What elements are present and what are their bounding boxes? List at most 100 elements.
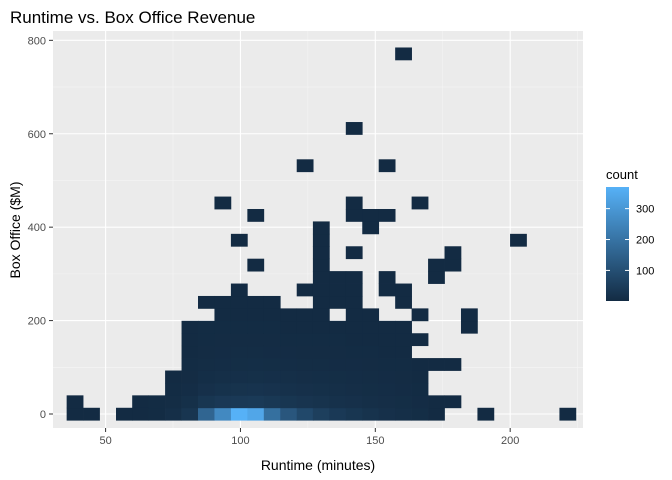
heatmap-tile bbox=[214, 358, 232, 371]
heatmap-tile bbox=[296, 159, 314, 173]
heatmap-tile bbox=[345, 246, 363, 260]
legend-colorbar bbox=[606, 187, 629, 301]
heatmap-tile bbox=[345, 295, 363, 309]
heatmap-tile bbox=[181, 370, 199, 384]
heatmap-tile bbox=[395, 333, 412, 347]
heatmap-tile bbox=[329, 370, 347, 384]
heatmap-tile bbox=[378, 358, 396, 371]
heatmap-tile bbox=[329, 358, 347, 371]
heatmap-tile bbox=[296, 333, 314, 347]
heatmap-tile bbox=[263, 320, 281, 334]
y-tick-label: 200 bbox=[28, 316, 46, 328]
heatmap-tile bbox=[165, 407, 182, 421]
heatmap-tile bbox=[428, 407, 445, 421]
heatmap-tile bbox=[312, 233, 330, 247]
heatmap-tile bbox=[362, 308, 380, 322]
heatmap-tile bbox=[362, 208, 380, 222]
heatmap-tile bbox=[395, 370, 412, 384]
heatmap-tiles bbox=[66, 47, 577, 421]
heatmap-tile bbox=[214, 395, 232, 409]
heatmap-tile bbox=[247, 395, 265, 409]
heatmap-tile bbox=[362, 333, 380, 347]
chart-title: Runtime vs. Box Office Revenue bbox=[10, 8, 255, 27]
heatmap-tile bbox=[296, 283, 314, 297]
heatmap-tile bbox=[247, 358, 265, 371]
heatmap-tile bbox=[345, 358, 363, 371]
heatmap-tile bbox=[411, 196, 429, 210]
x-tick-label: 150 bbox=[366, 435, 384, 447]
heatmap-tile bbox=[230, 370, 248, 384]
heatmap-tile bbox=[214, 196, 232, 210]
heatmap-tile bbox=[263, 407, 281, 421]
heatmap-tile bbox=[263, 370, 281, 384]
heatmap-tile bbox=[362, 370, 380, 384]
heatmap-tile bbox=[148, 395, 166, 409]
heatmap-tile bbox=[362, 320, 380, 334]
heatmap-tile bbox=[444, 258, 462, 272]
heatmap-tile bbox=[329, 333, 347, 347]
heatmap-tile bbox=[214, 382, 232, 396]
heatmap-tile bbox=[247, 333, 265, 347]
heatmap-tile bbox=[280, 382, 298, 396]
heatmap-tile bbox=[411, 407, 429, 421]
heatmap-tile bbox=[296, 395, 314, 409]
heatmap-tile bbox=[312, 407, 330, 421]
heatmap-tile bbox=[181, 358, 199, 371]
heatmap-tile bbox=[132, 395, 149, 409]
heatmap-tile bbox=[132, 407, 149, 421]
heatmap-tile bbox=[395, 395, 412, 409]
heatmap-tile bbox=[378, 159, 396, 173]
heatmap-tile bbox=[411, 370, 429, 384]
heatmap-tile bbox=[198, 382, 215, 396]
y-axis-title: Box Office ($M) bbox=[7, 182, 23, 279]
y-tick-label: 0 bbox=[40, 409, 46, 421]
heatmap-tile bbox=[230, 382, 248, 396]
heatmap-tile bbox=[510, 233, 527, 247]
heatmap-tile bbox=[362, 358, 380, 371]
heatmap-tile bbox=[66, 407, 84, 421]
heatmap-tile bbox=[296, 308, 314, 322]
heatmap-tile bbox=[230, 233, 248, 247]
heatmap-tile bbox=[116, 407, 133, 421]
heatmap-tile bbox=[362, 221, 380, 235]
heatmap-tile bbox=[263, 358, 281, 371]
heatmap-tile bbox=[428, 271, 445, 284]
heatmap-tile bbox=[411, 358, 429, 371]
heatmap-tile bbox=[312, 246, 330, 260]
heatmap-tile bbox=[165, 370, 182, 384]
heatmap-tile bbox=[345, 283, 363, 297]
heatmap-tile bbox=[411, 308, 429, 322]
heatmap-tile bbox=[181, 333, 199, 347]
heatmap-tile bbox=[198, 395, 215, 409]
heatmap-tile bbox=[329, 283, 347, 297]
heatmap-tile bbox=[230, 395, 248, 409]
heatmap-tile bbox=[263, 345, 281, 359]
heatmap-tile bbox=[83, 407, 100, 421]
heatmap-tile bbox=[280, 407, 298, 421]
heatmap-tile bbox=[165, 395, 182, 409]
heatmap-tile bbox=[280, 320, 298, 334]
heatmap-tile bbox=[312, 271, 330, 284]
heatmap-tile bbox=[395, 283, 412, 297]
heatmap-tile bbox=[280, 358, 298, 371]
heatmap-tile bbox=[378, 283, 396, 297]
heatmap-tile bbox=[263, 308, 281, 322]
heatmap-tile bbox=[395, 407, 412, 421]
heatmap-tile bbox=[214, 407, 232, 421]
heatmap-tile bbox=[247, 320, 265, 334]
y-tick-label: 800 bbox=[28, 35, 46, 47]
heatmap-tile bbox=[312, 382, 330, 396]
heatmap-tile bbox=[378, 395, 396, 409]
heatmap-tile bbox=[345, 122, 363, 135]
heatmap-tile bbox=[280, 308, 298, 322]
heatmap-tile bbox=[362, 407, 380, 421]
heatmap-tile bbox=[312, 283, 330, 297]
heatmap-tile bbox=[181, 320, 199, 334]
legend: count 100 200 300 bbox=[606, 167, 654, 301]
heatmap-tile bbox=[345, 208, 363, 222]
heatmap-tile bbox=[263, 295, 281, 309]
heatmap-tile bbox=[378, 333, 396, 347]
heatmap-tile bbox=[345, 345, 363, 359]
heatmap-tile bbox=[214, 295, 232, 309]
x-axis-ticks: 50 100 150 200 bbox=[99, 428, 519, 447]
